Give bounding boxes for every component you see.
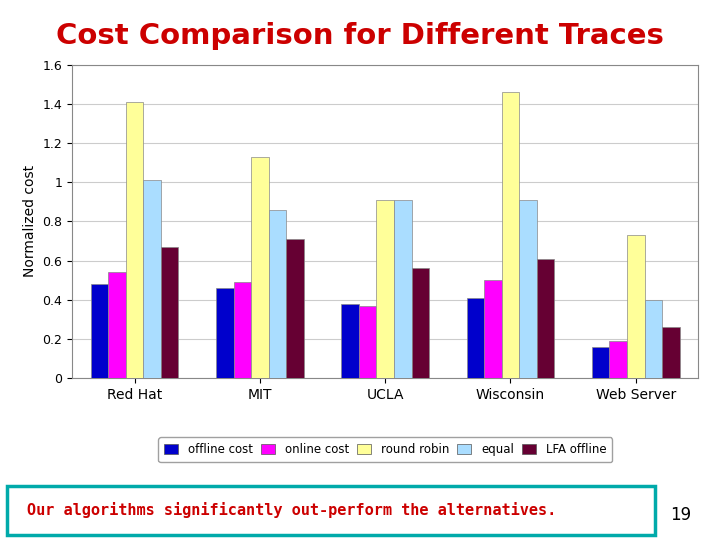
Bar — [269, 210, 287, 378]
Bar — [143, 180, 161, 378]
Bar — [161, 247, 179, 378]
Bar — [91, 284, 108, 378]
Bar — [644, 300, 662, 378]
Bar — [662, 327, 680, 378]
Bar — [216, 288, 233, 378]
Bar — [126, 102, 143, 378]
Bar — [627, 235, 644, 378]
Bar — [412, 268, 429, 378]
Bar — [394, 200, 412, 378]
Bar — [287, 239, 304, 378]
Bar — [502, 92, 519, 378]
Bar — [467, 298, 484, 378]
Bar — [251, 157, 269, 378]
Bar — [592, 347, 609, 378]
Text: Our algorithms significantly out-perform the alternatives.: Our algorithms significantly out-perform… — [27, 502, 556, 518]
Bar — [484, 280, 502, 378]
FancyBboxPatch shape — [7, 486, 655, 535]
Bar — [108, 272, 126, 378]
Bar — [341, 303, 359, 378]
Text: 19: 19 — [670, 506, 691, 524]
Bar — [233, 282, 251, 378]
Bar — [537, 259, 554, 378]
Y-axis label: Normalized cost: Normalized cost — [23, 165, 37, 278]
Bar — [359, 306, 377, 378]
Bar — [377, 200, 394, 378]
Legend: offline cost, online cost, round robin, equal, LFA offline: offline cost, online cost, round robin, … — [158, 437, 612, 462]
Bar — [609, 341, 627, 378]
Text: Cost Comparison for Different Traces: Cost Comparison for Different Traces — [56, 22, 664, 50]
Bar — [519, 200, 537, 378]
